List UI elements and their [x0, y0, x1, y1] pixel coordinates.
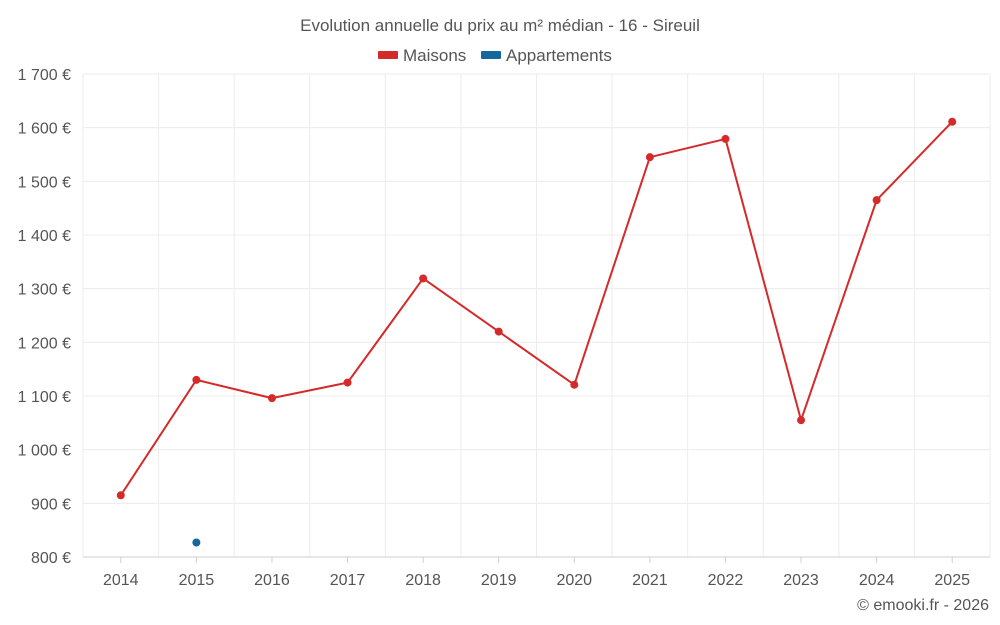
y-tick-label: 1 000 € — [18, 443, 71, 460]
x-tick-label: 2015 — [179, 572, 215, 589]
y-axis-ticks: 800 € 900 € 1 000 € 1 100 € 1 200 € 1 300 € 1 … — [18, 67, 71, 567]
data-point-maisons-2022[interactable] — [721, 134, 730, 143]
data-point-maisons-2019[interactable] — [494, 327, 503, 336]
x-tick-label: 2019 — [481, 572, 517, 589]
x-tick-label: 2016 — [254, 572, 290, 589]
data-point-maisons-2018[interactable] — [419, 274, 428, 283]
legend-label-appartements: Appartements — [506, 46, 612, 65]
legend-item-appartements[interactable]: Appartements — [481, 46, 612, 65]
x-tick-label: 2017 — [330, 572, 366, 589]
data-point-appartements-2015[interactable] — [192, 538, 201, 547]
legend-swatch-maisons — [378, 51, 398, 59]
y-tick-label: 1 500 € — [18, 174, 71, 191]
data-point-maisons-2024[interactable] — [872, 196, 881, 205]
data-point-maisons-2014[interactable] — [116, 491, 125, 500]
data-point-maisons-2015[interactable] — [192, 375, 201, 384]
x-tick-label: 2023 — [783, 572, 819, 589]
x-tick-label: 2018 — [405, 572, 441, 589]
x-tick-label: 2020 — [556, 572, 592, 589]
x-tick-label: 2021 — [632, 572, 668, 589]
data-point-maisons-2021[interactable] — [645, 153, 654, 162]
y-tick-label: 900 € — [31, 496, 71, 513]
legend-swatch-appartements — [481, 51, 501, 59]
data-point-maisons-2017[interactable] — [343, 378, 352, 387]
data-point-maisons-2016[interactable] — [267, 394, 276, 403]
legend: Maisons Appartements — [378, 46, 612, 65]
series — [116, 117, 957, 547]
data-point-maisons-2025[interactable] — [948, 117, 957, 126]
chart-title: Evolution annuelle du prix au m² médian … — [300, 16, 700, 35]
x-tick-label: 2022 — [708, 572, 744, 589]
y-tick-label: 800 € — [31, 550, 71, 567]
legend-label-maisons: Maisons — [403, 46, 466, 65]
y-tick-label: 1 200 € — [18, 335, 71, 352]
x-axis-ticks: 2014 2015 2016 2017 2018 2019 2020 2021 2022 2023… — [103, 557, 970, 589]
data-point-maisons-2020[interactable] — [570, 380, 579, 389]
series-line-maisons — [119, 121, 953, 496]
y-tick-label: 1 300 € — [18, 282, 71, 299]
credit-text: © emooki.fr - 2026 — [857, 597, 989, 614]
y-tick-label: 1 700 € — [18, 67, 71, 84]
x-tick-label: 2025 — [934, 572, 970, 589]
legend-item-maisons[interactable]: Maisons — [378, 46, 466, 65]
data-point-maisons-2023[interactable] — [797, 416, 806, 425]
y-tick-label: 1 100 € — [18, 389, 71, 406]
grid — [82, 73, 991, 558]
x-tick-label: 2014 — [103, 572, 139, 589]
y-tick-label: 1 400 € — [18, 228, 71, 245]
y-tick-label: 1 600 € — [18, 121, 71, 138]
x-tick-label: 2024 — [859, 572, 895, 589]
